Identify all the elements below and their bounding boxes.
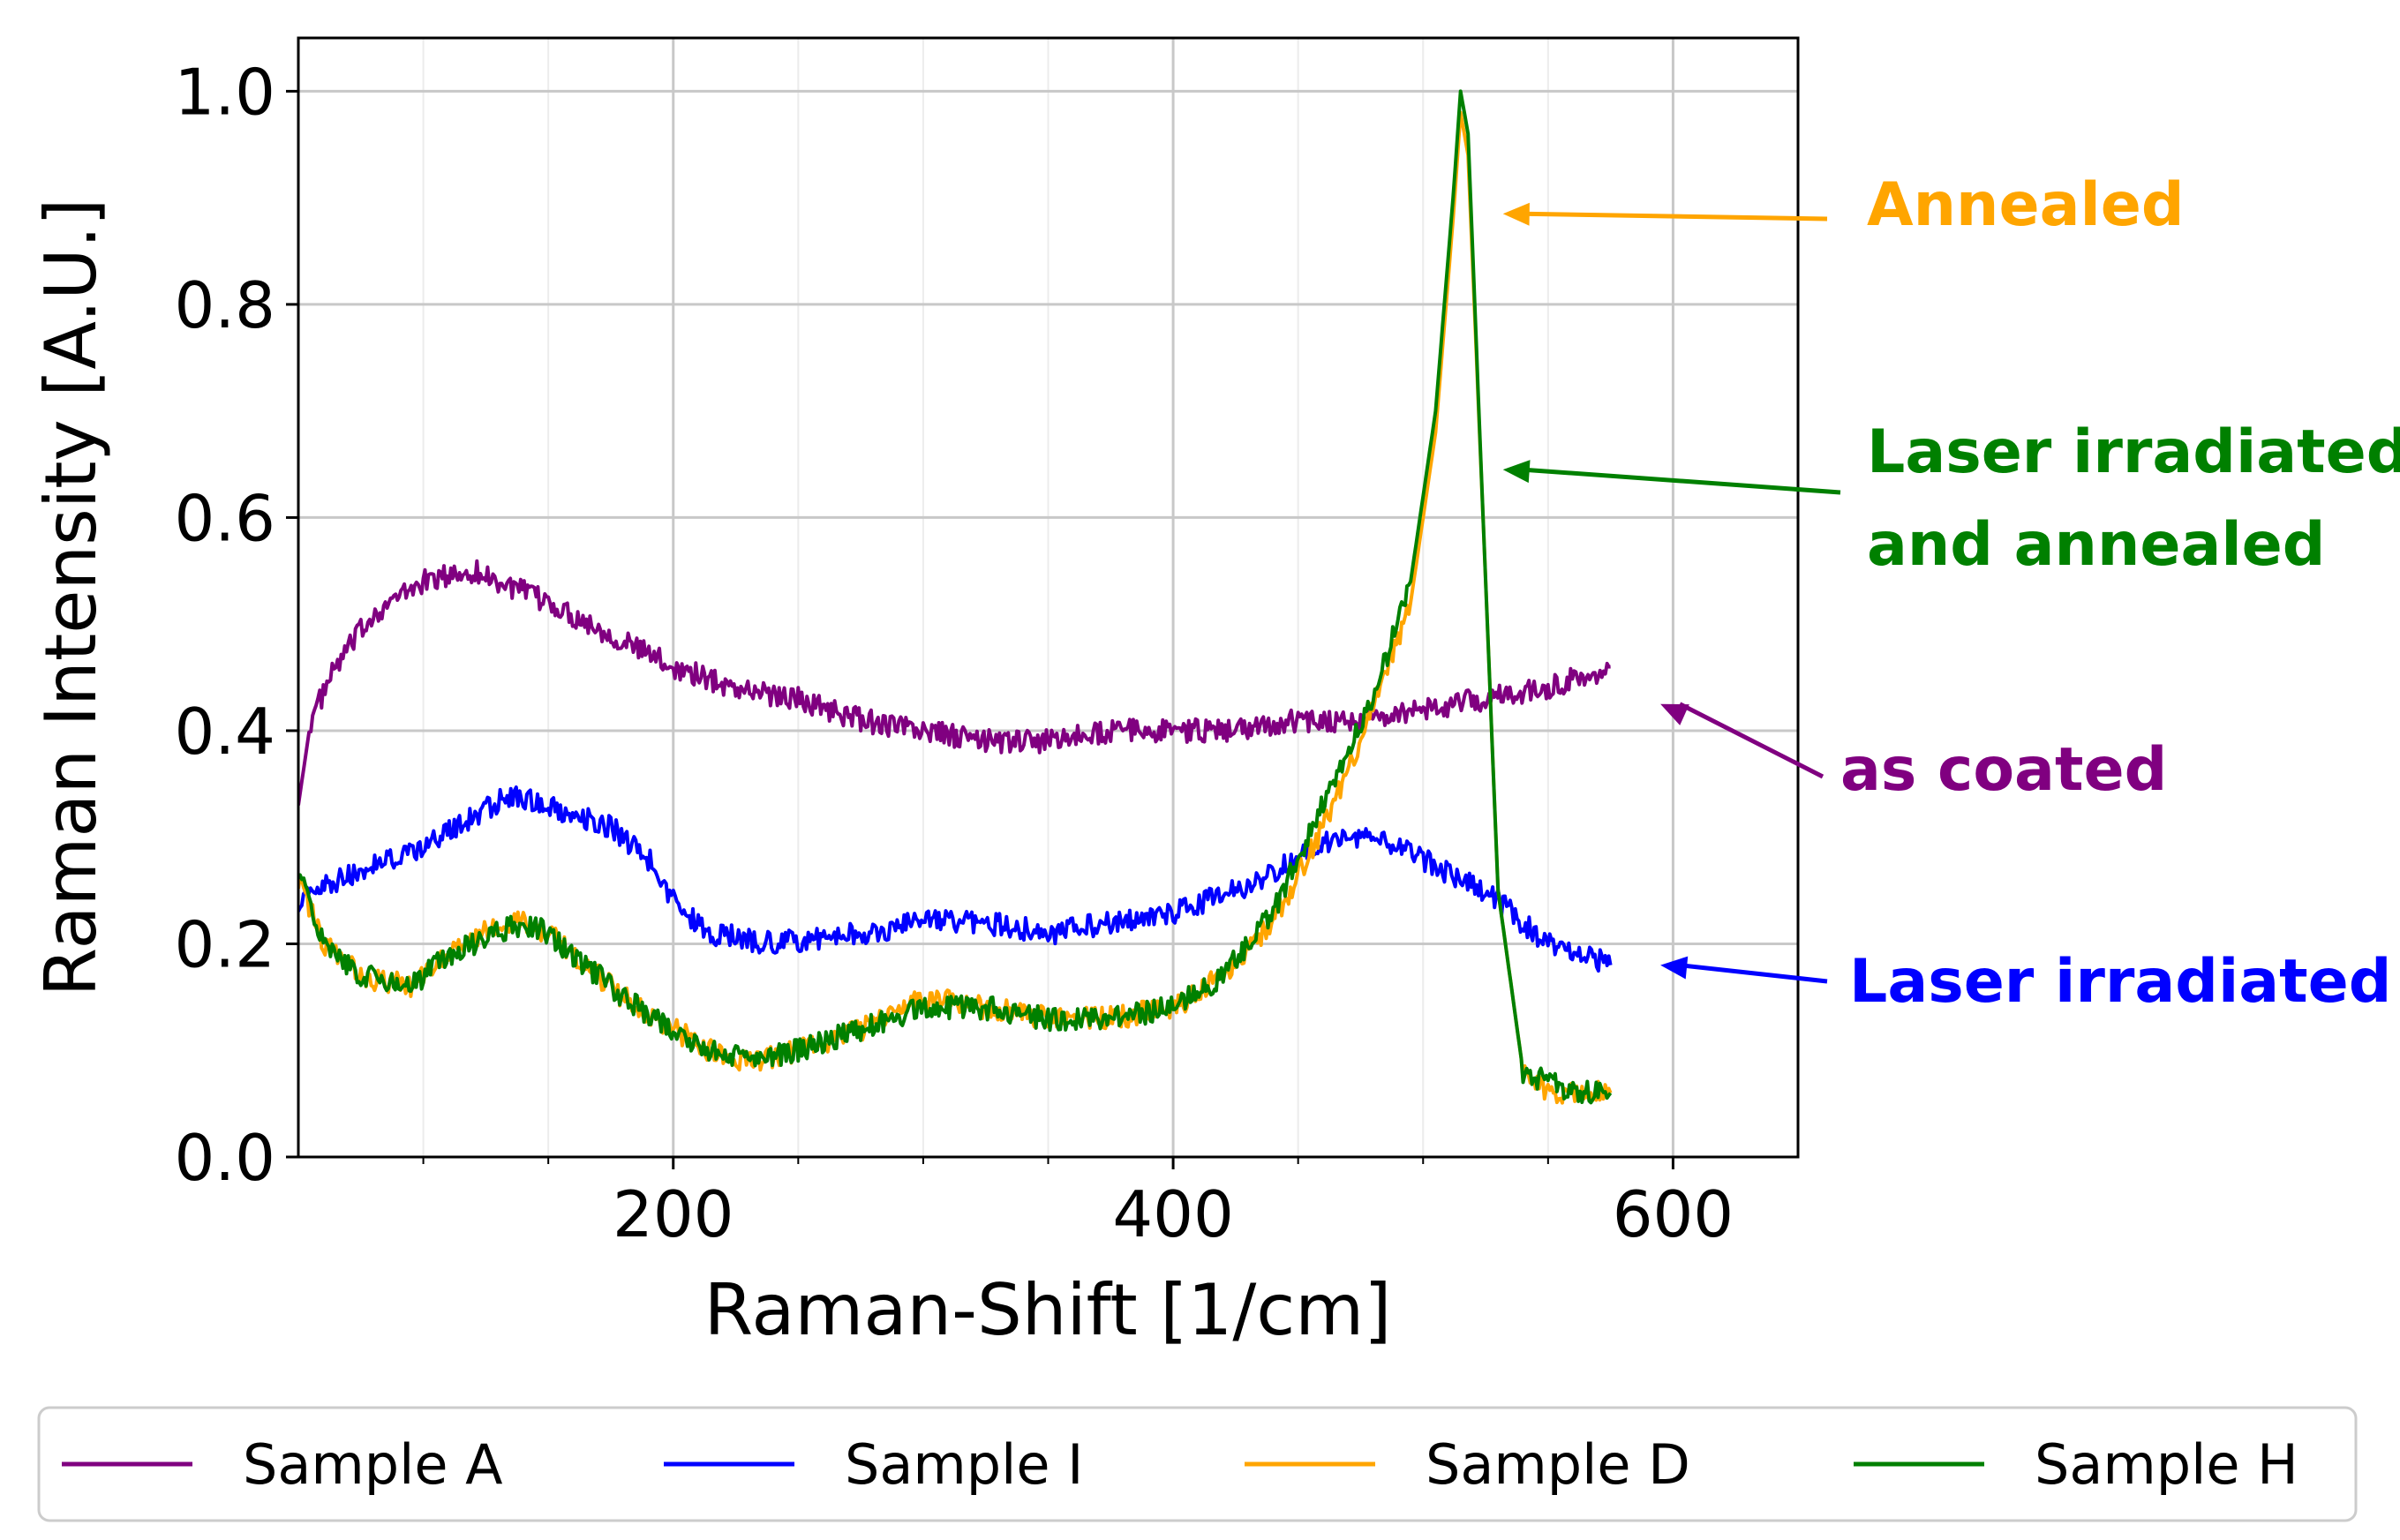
series-line-sample-h — [298, 89, 1613, 1105]
legend-label: Sample D — [1426, 1432, 1690, 1497]
annotation-arrow-head — [1502, 202, 1530, 226]
y-tick-label: 0.2 — [174, 907, 275, 981]
x-tick-label: 200 — [613, 1177, 734, 1251]
annotation-arrow-head — [1502, 460, 1531, 484]
legend-item: Sample A — [62, 1432, 503, 1497]
legend-label: Sample I — [845, 1432, 1083, 1497]
axis-ticks: 200 400 600 0.0 0.2 0.4 0.6 0.8 1.0 — [174, 55, 1734, 1251]
legend-item: Sample H — [1854, 1432, 2298, 1497]
annotation-label: Laser irradiated — [1867, 417, 2400, 487]
annotation: Laser irradiated and annealed — [1502, 417, 2400, 580]
x-tick-label: 400 — [1112, 1177, 1233, 1251]
annotation-arrow-shaft — [1522, 211, 1828, 222]
annotation-arrow-shaft — [1522, 467, 1841, 495]
legend-item: Sample D — [1245, 1432, 1690, 1497]
annotation-arrow-shaft — [1679, 963, 1828, 984]
annotation-label: as coated — [1840, 735, 2167, 805]
annotation: Annealed — [1502, 170, 2185, 240]
legend-label: Sample H — [2035, 1432, 2298, 1497]
y-tick-label: 0.0 — [174, 1121, 275, 1195]
y-tick-label: 0.6 — [174, 481, 275, 555]
grid — [298, 38, 1798, 1159]
legend-box — [37, 1406, 2358, 1522]
annotation: as coated — [1660, 702, 2167, 805]
series-line-sample-a — [298, 559, 1611, 806]
y-tick-label: 0.4 — [174, 695, 275, 769]
annotation: Laser irradiated — [1660, 947, 2391, 1017]
series-line-sample-i — [298, 785, 1613, 973]
x-tick-label: 600 — [1613, 1177, 1734, 1251]
series-line-sample-d — [298, 110, 1613, 1105]
annotations: Annealed Laser irradiated and annealed as c… — [1502, 170, 2400, 1017]
annotation-arrow-head — [1660, 956, 1689, 980]
annotation-label: Laser irradiated — [1849, 947, 2391, 1017]
legend-label: Sample A — [243, 1432, 503, 1497]
annotation-arrow-shaft — [1678, 702, 1824, 779]
legend: Sample A Sample I Sample D Sample H — [37, 1406, 2358, 1522]
legend-item: Sample I — [664, 1432, 1083, 1497]
y-tick-label: 1.0 — [174, 55, 275, 129]
y-tick-label: 0.8 — [174, 268, 275, 342]
annotation-label: Annealed — [1867, 170, 2185, 240]
series-layer — [298, 89, 1613, 1105]
annotation-arrow-head — [1660, 703, 1689, 725]
x-axis-title: Raman-Shift [1/cm] — [704, 1269, 1392, 1351]
annotation-label: and annealed — [1867, 510, 2325, 580]
y-axis-title: Raman Intensity [A.U.] — [30, 199, 112, 997]
